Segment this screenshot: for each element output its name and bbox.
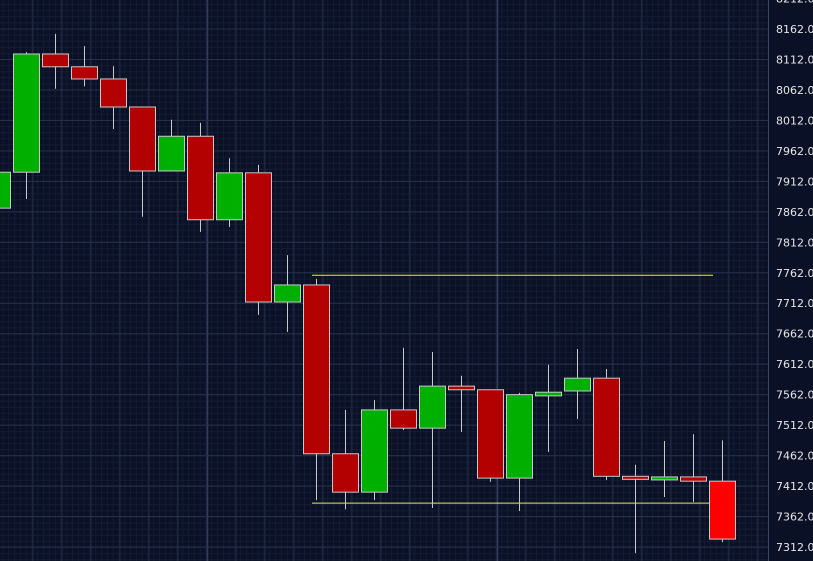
y-tick-label: 7562.0 [776,389,813,402]
y-tick-label: 7412.0 [776,480,813,493]
grid [0,0,768,561]
candle [593,369,620,480]
candle-body [390,409,417,429]
candle [158,119,185,172]
candle-body [274,284,301,303]
y-tick-label: 7312.0 [776,541,813,554]
candle [274,255,301,332]
y-tick-label: 7762.0 [776,267,813,280]
y-tick-label: 7662.0 [776,328,813,341]
candle-body [158,135,185,172]
candle [535,364,562,452]
level-lines [312,274,713,504]
candle-body [477,389,504,479]
candle-body [506,394,533,479]
candle [216,158,243,228]
candle-body [0,171,11,209]
candle-body [564,377,591,392]
candle [129,106,156,217]
candle [390,347,417,430]
candle-body [361,409,388,493]
candle [0,171,11,209]
candle [303,278,330,501]
candle-body [13,53,40,173]
y-tick-label: 7912.0 [776,175,813,188]
y-tick-label: 7862.0 [776,206,813,219]
y-tick-label: 7512.0 [776,419,813,432]
y-tick-label: 7612.0 [776,358,813,371]
candle-body [651,476,678,481]
candle [332,409,359,510]
y-tick-label: 7962.0 [776,145,813,158]
candle [651,440,678,498]
y-tick-label: 8212.0 [776,0,813,6]
candle [709,440,736,543]
candle-body [419,385,446,429]
y-tick-label: 7712.0 [776,297,813,310]
candle [622,464,649,554]
candle-body [129,106,156,172]
candle-body [680,476,707,482]
candle [71,46,98,87]
candle-body [622,475,649,480]
y-tick-label: 8112.0 [776,53,813,66]
candle-body [709,480,736,540]
y-tick-label: 7462.0 [776,450,813,463]
candle-body [245,172,272,303]
candle [13,52,40,200]
candle-body [216,172,243,221]
y-tick-label: 8012.0 [776,114,813,127]
y-tick-label: 7812.0 [776,236,813,249]
candle [564,348,591,420]
candle [448,375,475,432]
candle-body [448,385,475,391]
candle [187,122,214,232]
price-axis[interactable]: 8212.0 8162.0 8112.0 8062.0 8012.0 7962.0 7912… [776,0,813,554]
candle [419,351,446,508]
candle [100,66,127,129]
candle [680,434,707,502]
candle [477,389,504,482]
candle-body [593,377,620,477]
candle-body [535,391,562,397]
candle-body [100,78,127,108]
candles [0,33,736,554]
y-tick-label: 8062.0 [776,84,813,97]
y-tick-label: 7362.0 [776,511,813,524]
candle-body [42,53,69,68]
candle-body [332,453,359,493]
candle [245,164,272,315]
candle-body [71,66,98,80]
candle [42,33,69,89]
candle [361,400,388,501]
candle-body [187,135,214,221]
y-tick-label: 8162.0 [776,23,813,36]
candle [506,392,533,512]
candle-body [303,284,330,455]
